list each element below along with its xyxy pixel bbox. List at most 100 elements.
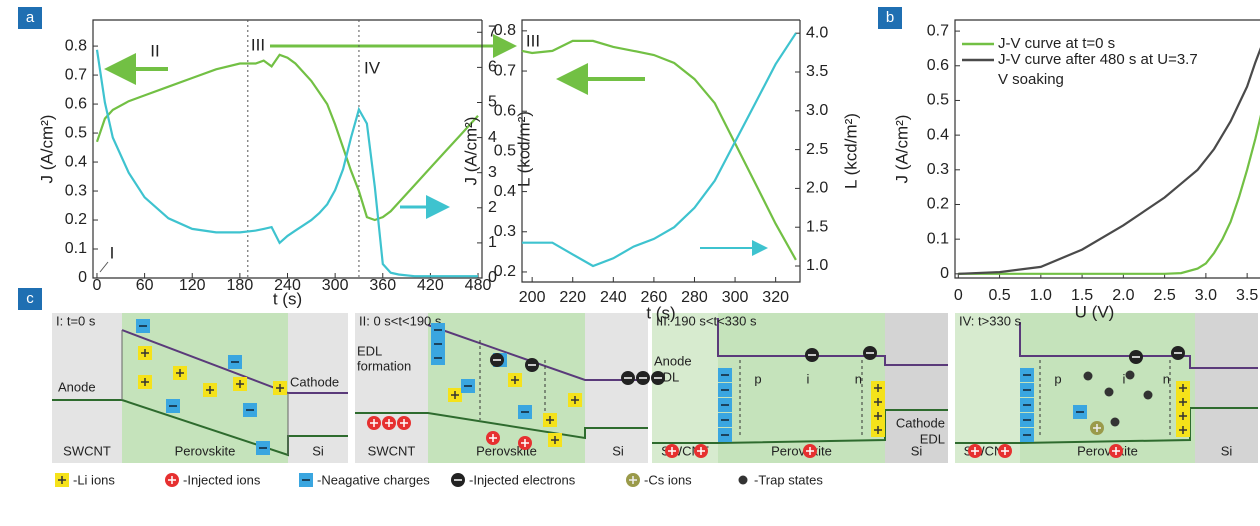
li-sign [1179,426,1187,434]
y-tick-label: 0.3 [927,161,949,178]
inj-sign [385,419,393,427]
series-line [95,53,479,222]
x-tick-label: 2.5 [1153,287,1175,304]
x-tick-label: 280 [681,289,708,306]
y2-tick-label: 3.5 [806,63,828,80]
legend-entry: J-V curve at t=0 s [998,35,1116,52]
y2-tick-label: 4.0 [806,24,828,41]
series-line [958,114,1260,275]
y-tick-label: 0.7 [494,62,516,79]
trap-state [1125,370,1135,380]
region-label: SWCNT [368,443,416,458]
x-tick-label: 0 [954,287,963,304]
y-tick-label: 0 [78,269,87,286]
panel-label-box [878,7,902,29]
panel-label: a [26,9,35,26]
x-tick-label: 240 [600,289,627,306]
trap-state [1110,417,1120,427]
panel-label: b [886,9,894,26]
x-tick-label: 0 [93,277,102,294]
x-axis-label: t (s) [646,303,675,322]
diagram-label: Anode [58,379,96,394]
region-label: Perovskite [1077,443,1138,458]
y2-tick-label: 0 [488,269,497,286]
inj-sign [370,419,378,427]
panel-label: c [26,290,34,307]
li-sign [874,398,882,406]
y2-tick-label: 2 [488,199,497,216]
region-label: Si [612,443,624,458]
x-tick-label: 0.5 [988,287,1010,304]
y-tick-label: 0.1 [927,230,949,247]
x-tick-label: 120 [179,277,206,294]
x-tick-label: 220 [559,289,586,306]
series-line [95,49,478,278]
y-tick-label: 0.2 [927,196,949,213]
legend-label: -Trap states [754,472,823,487]
x-tick-label: 360 [369,277,396,294]
y-tick-label: 0.2 [494,263,516,280]
x-tick-label: 60 [136,277,154,294]
trap-state [738,475,748,485]
x-tick-label: 3.5 [1236,287,1258,304]
y-axis-label: J (A/cm²) [37,115,56,184]
inj-sign [971,447,979,455]
li-sign [141,349,149,357]
arrows [104,34,768,256]
inj-sign [806,447,814,455]
y-tick-label: 0.5 [494,143,516,160]
diagram-label: Anode [654,353,692,368]
phase-label: II [150,41,159,60]
series-line [958,47,1260,275]
panel-title: III: 190 s<t<330 s [656,313,757,328]
x-tick-label: 240 [274,277,301,294]
x-tick-label: 480 [465,277,492,294]
y2-tick-label: 6 [488,59,497,76]
plot-frame [954,19,1260,279]
y-tick-label: 0.4 [494,183,516,200]
legend-label: -Neagative charges [317,472,430,487]
y-tick-label: 0.5 [65,124,87,141]
region-label: Si [1221,443,1233,458]
legend-entry: J-V curve after 480 s at U=3.7 V soaking [998,51,1198,88]
y-tick-label: 0.8 [65,37,87,54]
x-tick-label: 200 [519,289,546,306]
y-axis-label: J (A/cm²) [461,117,480,186]
diagram-label: formation [357,358,411,373]
diagram-backgrounds [52,313,1258,463]
diagram-label: Cathode [896,415,945,430]
legend-label: J-V curve at t=0 s [998,35,1116,52]
energy-bands [52,318,1258,457]
li-sign [236,380,244,388]
li-sign [1179,384,1187,392]
diagram-label: i [1123,371,1126,386]
x-axis-label: t (s) [273,289,302,308]
diagram-label: n [855,371,862,386]
inj-sign [489,434,497,442]
inj-sign [521,439,529,447]
series-line [522,32,797,268]
li-sign [176,369,184,377]
y2-axis-label: L (kcd/m²) [841,113,860,189]
x-tick-label: 3.0 [1195,287,1217,304]
y2-axis-label: L (kcd/m²) [514,111,533,187]
chart: 0 60 120 180 240 300 360 420 48000.10.20.30.40.5… [37,19,533,308]
li-sign [546,416,554,424]
y-tick-label: 0.6 [927,57,949,74]
y-tick-label: 0.3 [65,182,87,199]
panel-label-box [18,7,42,29]
trap-state [1083,371,1093,381]
diagram-label: n [1163,371,1170,386]
y-tick-label: 0.6 [65,95,87,112]
li-sign [276,384,284,392]
panel-title: IV: t>330 s [959,313,1022,328]
cs-sign [1093,424,1101,432]
series-line [521,39,797,261]
y-axis-label: J (A/cm²) [892,115,911,184]
x-tick-label: 1.5 [1071,287,1093,304]
diagram-label: p [754,371,761,386]
phase-label: III [526,31,540,50]
x-tick-label: 300 [722,289,749,306]
li-sign [1179,398,1187,406]
